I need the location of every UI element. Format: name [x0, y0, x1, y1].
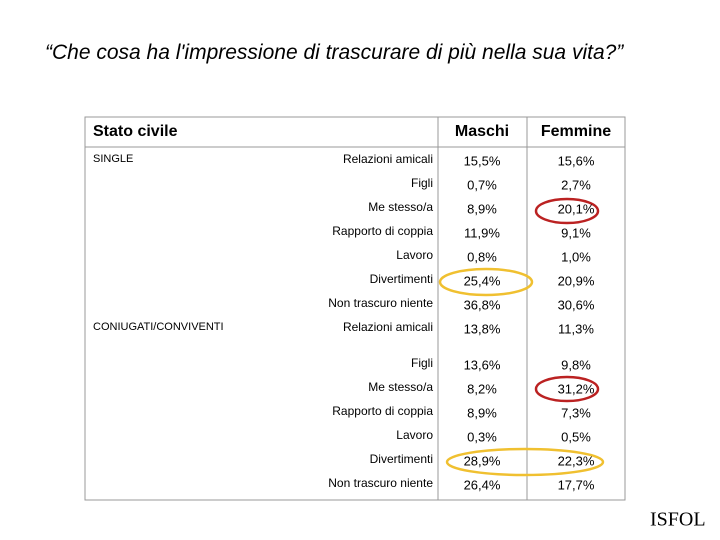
row-label: Lavoro — [396, 248, 433, 262]
slide-title: “Che cosa ha l'impressione di trascurare… — [45, 41, 624, 64]
cell-value: 0,5% — [561, 429, 591, 444]
cell-value: 7,3% — [561, 405, 591, 420]
cell-value: 30,6% — [558, 297, 595, 312]
cell-value: 0,3% — [467, 429, 497, 444]
highlight — [445, 447, 605, 477]
column-header: Femmine — [541, 123, 611, 140]
cell-value: 9,1% — [561, 225, 591, 240]
row-label: Figli — [411, 356, 433, 370]
row-label: Figli — [411, 176, 433, 190]
cell-value: 13,8% — [464, 321, 501, 336]
row-label: Rapporto di coppia — [332, 224, 433, 238]
row-label: Rapporto di coppia — [332, 404, 433, 418]
cell-value: 20,1% — [558, 201, 595, 216]
row-label: Me stesso/a — [368, 200, 433, 214]
cell-value: 9,8% — [561, 357, 591, 372]
row-label: Divertimenti — [370, 452, 433, 466]
row-label: Non trascuro niente — [328, 476, 433, 490]
row-label: Relazioni amicali — [343, 320, 433, 334]
cell-value: 8,2% — [467, 381, 497, 396]
cell-value: 8,9% — [467, 201, 497, 216]
row-label: Lavoro — [396, 428, 433, 442]
table-border — [84, 116, 626, 501]
row-label: Non trascuro niente — [328, 296, 433, 310]
row-label: Relazioni amicali — [343, 152, 433, 166]
cell-value: 1,0% — [561, 249, 591, 264]
row-label: Me stesso/a — [368, 380, 433, 394]
highlight — [534, 197, 600, 225]
cell-value: 0,7% — [467, 177, 497, 192]
cell-value: 2,7% — [561, 177, 591, 192]
cell-value: 25,4% — [464, 273, 501, 288]
cell-value: 31,2% — [558, 381, 595, 396]
highlight — [438, 267, 534, 297]
group-label: CONIUGATI/CONVIVENTI — [93, 321, 224, 333]
cell-value: 22,3% — [558, 453, 595, 468]
column-header: Stato civile — [93, 123, 178, 140]
highlight — [534, 375, 600, 403]
column-header: Maschi — [455, 123, 509, 140]
cell-value: 28,9% — [464, 453, 501, 468]
cell-value: 13,6% — [464, 357, 501, 372]
cell-value: 26,4% — [464, 477, 501, 492]
cell-value: 20,9% — [558, 273, 595, 288]
cell-value: 15,6% — [558, 153, 595, 168]
logo: ISFOL — [650, 509, 706, 531]
cell-value: 36,8% — [464, 297, 501, 312]
cell-value: 11,9% — [464, 225, 500, 240]
cell-value: 11,3% — [558, 321, 594, 336]
row-label: Divertimenti — [370, 272, 433, 286]
group-label: SINGLE — [93, 153, 133, 165]
cell-value: 15,5% — [464, 153, 501, 168]
cell-value: 17,7% — [558, 477, 595, 492]
cell-value: 8,9% — [467, 405, 497, 420]
cell-value: 0,8% — [467, 249, 497, 264]
